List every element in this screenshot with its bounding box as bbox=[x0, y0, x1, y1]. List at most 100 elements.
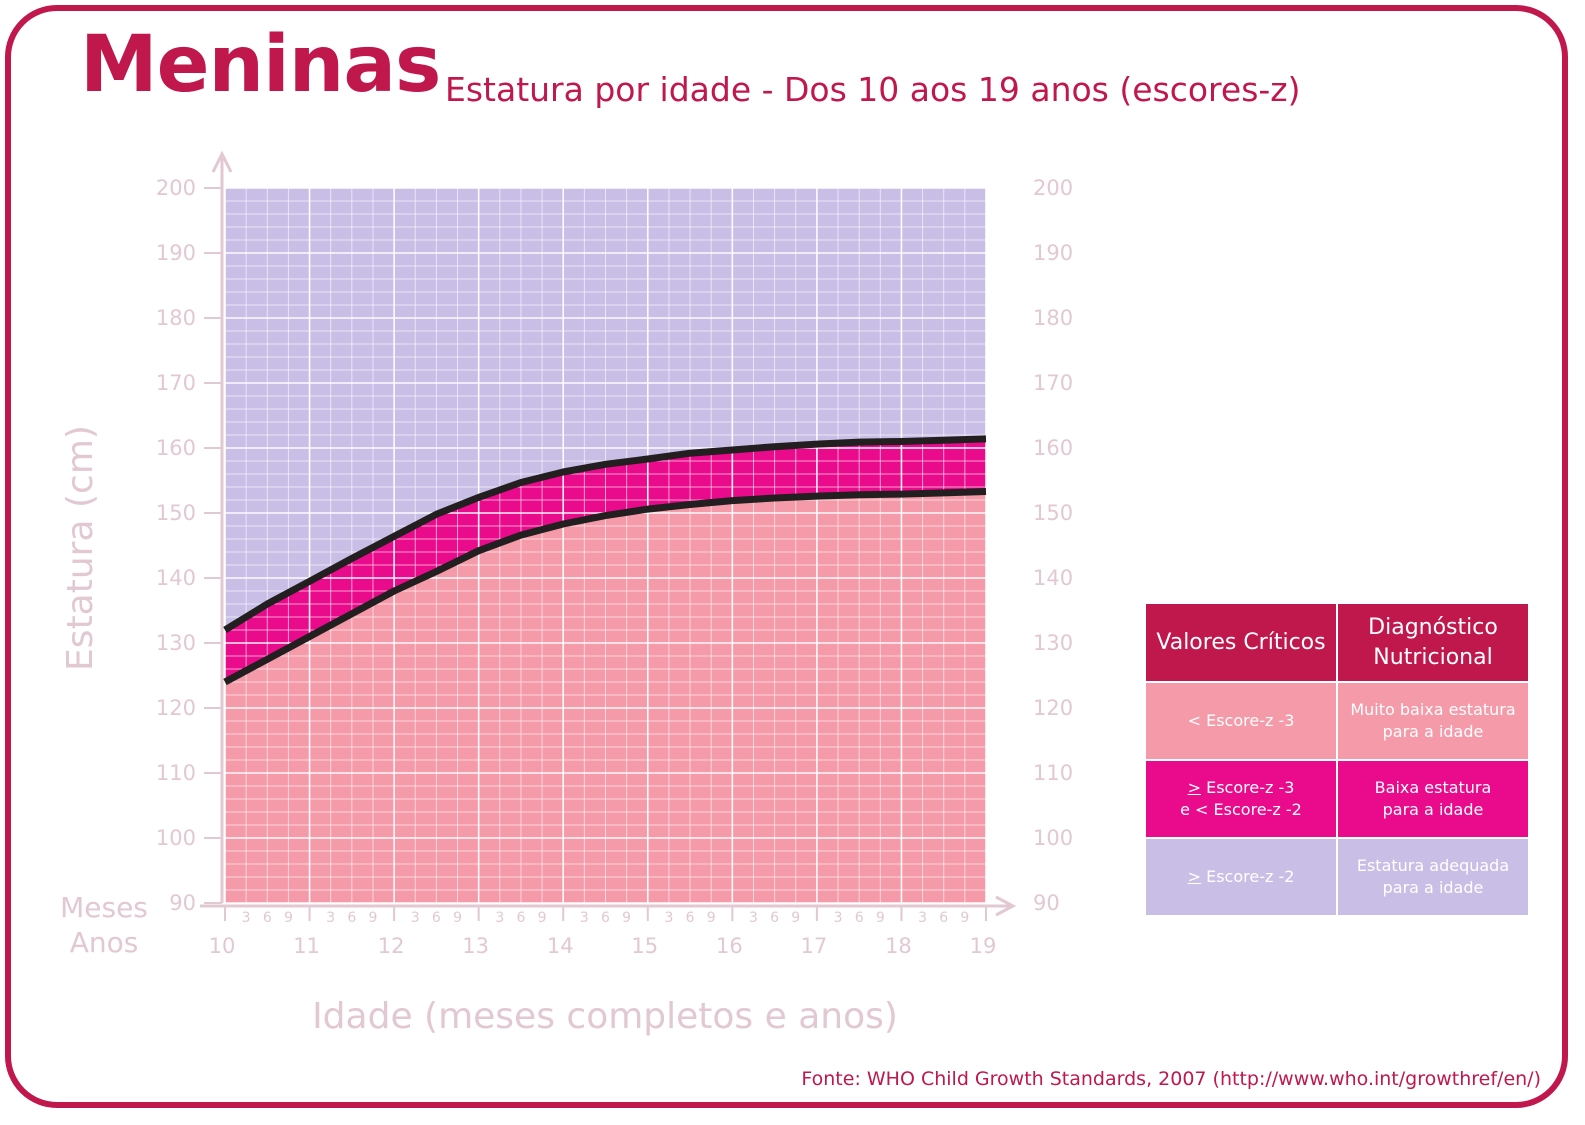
source-citation: Fonte: WHO Child Growth Standards, 2007 … bbox=[801, 1068, 1541, 1090]
x-tick-label: 12 bbox=[378, 934, 405, 958]
y-tick-label-right: 110 bbox=[1033, 761, 1073, 785]
month-tick-label: 6 bbox=[601, 910, 610, 926]
table-header-row: Valores Críticos Diagnóstico Nutricional bbox=[1144, 602, 1530, 683]
month-tick-label: 9 bbox=[622, 910, 631, 926]
month-tick-label: 6 bbox=[347, 910, 356, 926]
x-tick-label: 19 bbox=[970, 934, 997, 958]
diagnosis-line-1: Baixa estatura bbox=[1374, 778, 1492, 797]
month-tick-label: 9 bbox=[791, 910, 800, 926]
x-tick-label: 17 bbox=[801, 934, 828, 958]
month-tick-label: 9 bbox=[453, 910, 462, 926]
y-tick-label-left: 150 bbox=[156, 501, 196, 525]
y-tick-label-left: 90 bbox=[169, 891, 196, 915]
month-tick-label: 6 bbox=[516, 910, 525, 926]
critical-value-line-1: > Escore-z -3 bbox=[1146, 777, 1336, 799]
y-tick-label-left: 140 bbox=[156, 566, 196, 590]
gte-symbol: > bbox=[1187, 778, 1201, 797]
grid-lines bbox=[224, 187, 987, 904]
years-axis-label: Anos bbox=[70, 926, 139, 959]
chart-subtitle: Estatura por idade - Dos 10 aos 19 anos … bbox=[445, 70, 1301, 109]
y-tick-label-left: 200 bbox=[156, 176, 196, 200]
page-title: Meninas bbox=[80, 20, 441, 110]
y-tick-label-right: 200 bbox=[1033, 176, 1073, 200]
y-axis-title: Estatura (cm) bbox=[60, 425, 101, 671]
month-tick-label: 3 bbox=[664, 910, 673, 926]
month-tick-label: 3 bbox=[242, 910, 251, 926]
month-tick-label: 3 bbox=[749, 910, 758, 926]
month-tick-label: 6 bbox=[432, 910, 441, 926]
gte-symbol: > bbox=[1187, 867, 1201, 886]
table-row: > Escore-z -2 Estatura adequada para a i… bbox=[1144, 837, 1530, 917]
y-tick-label-right: 180 bbox=[1033, 306, 1073, 330]
y-tick-label-right: 140 bbox=[1033, 566, 1073, 590]
critical-value-cell: < Escore-z -3 bbox=[1144, 681, 1338, 761]
x-tick-label: 16 bbox=[716, 934, 743, 958]
x-tick-label: 10 bbox=[209, 934, 236, 958]
diagnosis-line-2: para a idade bbox=[1382, 722, 1484, 741]
y-tick-label-right: 120 bbox=[1033, 696, 1073, 720]
y-tick-label-right: 190 bbox=[1033, 241, 1073, 265]
x-tick-label: 11 bbox=[293, 934, 320, 958]
y-tick-label-left: 130 bbox=[156, 631, 196, 655]
diagnosis-line-2: para a idade bbox=[1382, 878, 1484, 897]
critical-value-cell: > Escore-z -2 bbox=[1144, 837, 1338, 917]
y-axis-arrow bbox=[211, 150, 233, 173]
y-tick-label-left: 100 bbox=[156, 826, 196, 850]
month-tick-label: 3 bbox=[411, 910, 420, 926]
critical-value-text: Escore-z -2 bbox=[1201, 867, 1295, 886]
y-tick-label-right: 150 bbox=[1033, 501, 1073, 525]
critical-values-table: Valores Críticos Diagnóstico Nutricional… bbox=[1144, 602, 1530, 917]
y-tick-label-right: 160 bbox=[1033, 436, 1073, 460]
month-tick-label: 9 bbox=[369, 910, 378, 926]
month-tick-label: 9 bbox=[707, 910, 716, 926]
y-tick-label-right: 100 bbox=[1033, 826, 1073, 850]
diagnosis-cell: Baixa estatura para a idade bbox=[1336, 759, 1530, 839]
month-tick-label: 6 bbox=[263, 910, 272, 926]
diagnosis-cell: Estatura adequada para a idade bbox=[1336, 837, 1530, 917]
diagnosis-line-1: Estatura adequada bbox=[1356, 856, 1510, 875]
month-tick-label: 3 bbox=[918, 910, 927, 926]
month-tick-label: 3 bbox=[495, 910, 504, 926]
y-tick-label-left: 190 bbox=[156, 241, 196, 265]
table-row: < Escore-z -3 Muito baixa estatura para … bbox=[1144, 681, 1530, 761]
month-tick-label: 9 bbox=[876, 910, 885, 926]
series-line-zscore-minus3 bbox=[223, 488, 987, 686]
y-tick-label-right: 170 bbox=[1033, 371, 1073, 395]
critical-value-cell: > Escore-z -3 e < Escore-z -2 bbox=[1144, 759, 1338, 839]
y-tick-label-left: 180 bbox=[156, 306, 196, 330]
card-frame bbox=[5, 5, 1568, 1108]
months-axis-label: Meses bbox=[60, 891, 148, 924]
month-tick-label: 3 bbox=[326, 910, 335, 926]
x-tick-label: 18 bbox=[885, 934, 912, 958]
header-critical-values: Valores Críticos bbox=[1144, 602, 1338, 683]
critical-value-text: < Escore-z -3 bbox=[1187, 711, 1295, 730]
critical-value-line-2: e < Escore-z -2 bbox=[1180, 800, 1302, 819]
month-tick-label: 9 bbox=[538, 910, 547, 926]
month-tick-label: 6 bbox=[855, 910, 864, 926]
diagnosis-line-1: Muito baixa estatura bbox=[1350, 700, 1516, 719]
critical-value-text: Escore-z -3 bbox=[1201, 778, 1295, 797]
x-axis-title: Idade (meses completos e anos) bbox=[312, 996, 898, 1037]
diagnosis-cell: Muito baixa estatura para a idade bbox=[1336, 681, 1530, 761]
y-tick-label-left: 110 bbox=[156, 761, 196, 785]
month-tick-label: 9 bbox=[960, 910, 969, 926]
y-tick-label-right: 130 bbox=[1033, 631, 1073, 655]
x-tick-label: 15 bbox=[631, 934, 658, 958]
diagnosis-line-2: para a idade bbox=[1382, 800, 1484, 819]
y-tick-label-left: 170 bbox=[156, 371, 196, 395]
y-tick-label-left: 120 bbox=[156, 696, 196, 720]
month-tick-label: 6 bbox=[939, 910, 948, 926]
x-tick-label: 14 bbox=[547, 934, 574, 958]
table-row: > Escore-z -3 e < Escore-z -2 Baixa esta… bbox=[1144, 759, 1530, 839]
header-nutritional-diagnosis: Diagnóstico Nutricional bbox=[1336, 602, 1530, 683]
month-tick-label: 3 bbox=[580, 910, 589, 926]
month-tick-label: 3 bbox=[834, 910, 843, 926]
x-tick-label: 13 bbox=[462, 934, 489, 958]
y-tick-label-right: 90 bbox=[1033, 891, 1060, 915]
month-tick-label: 6 bbox=[770, 910, 779, 926]
series-line-zscore-minus2 bbox=[223, 435, 987, 633]
month-tick-label: 9 bbox=[284, 910, 293, 926]
x-axis-arrow bbox=[995, 895, 1017, 917]
y-tick-label-left: 160 bbox=[156, 436, 196, 460]
